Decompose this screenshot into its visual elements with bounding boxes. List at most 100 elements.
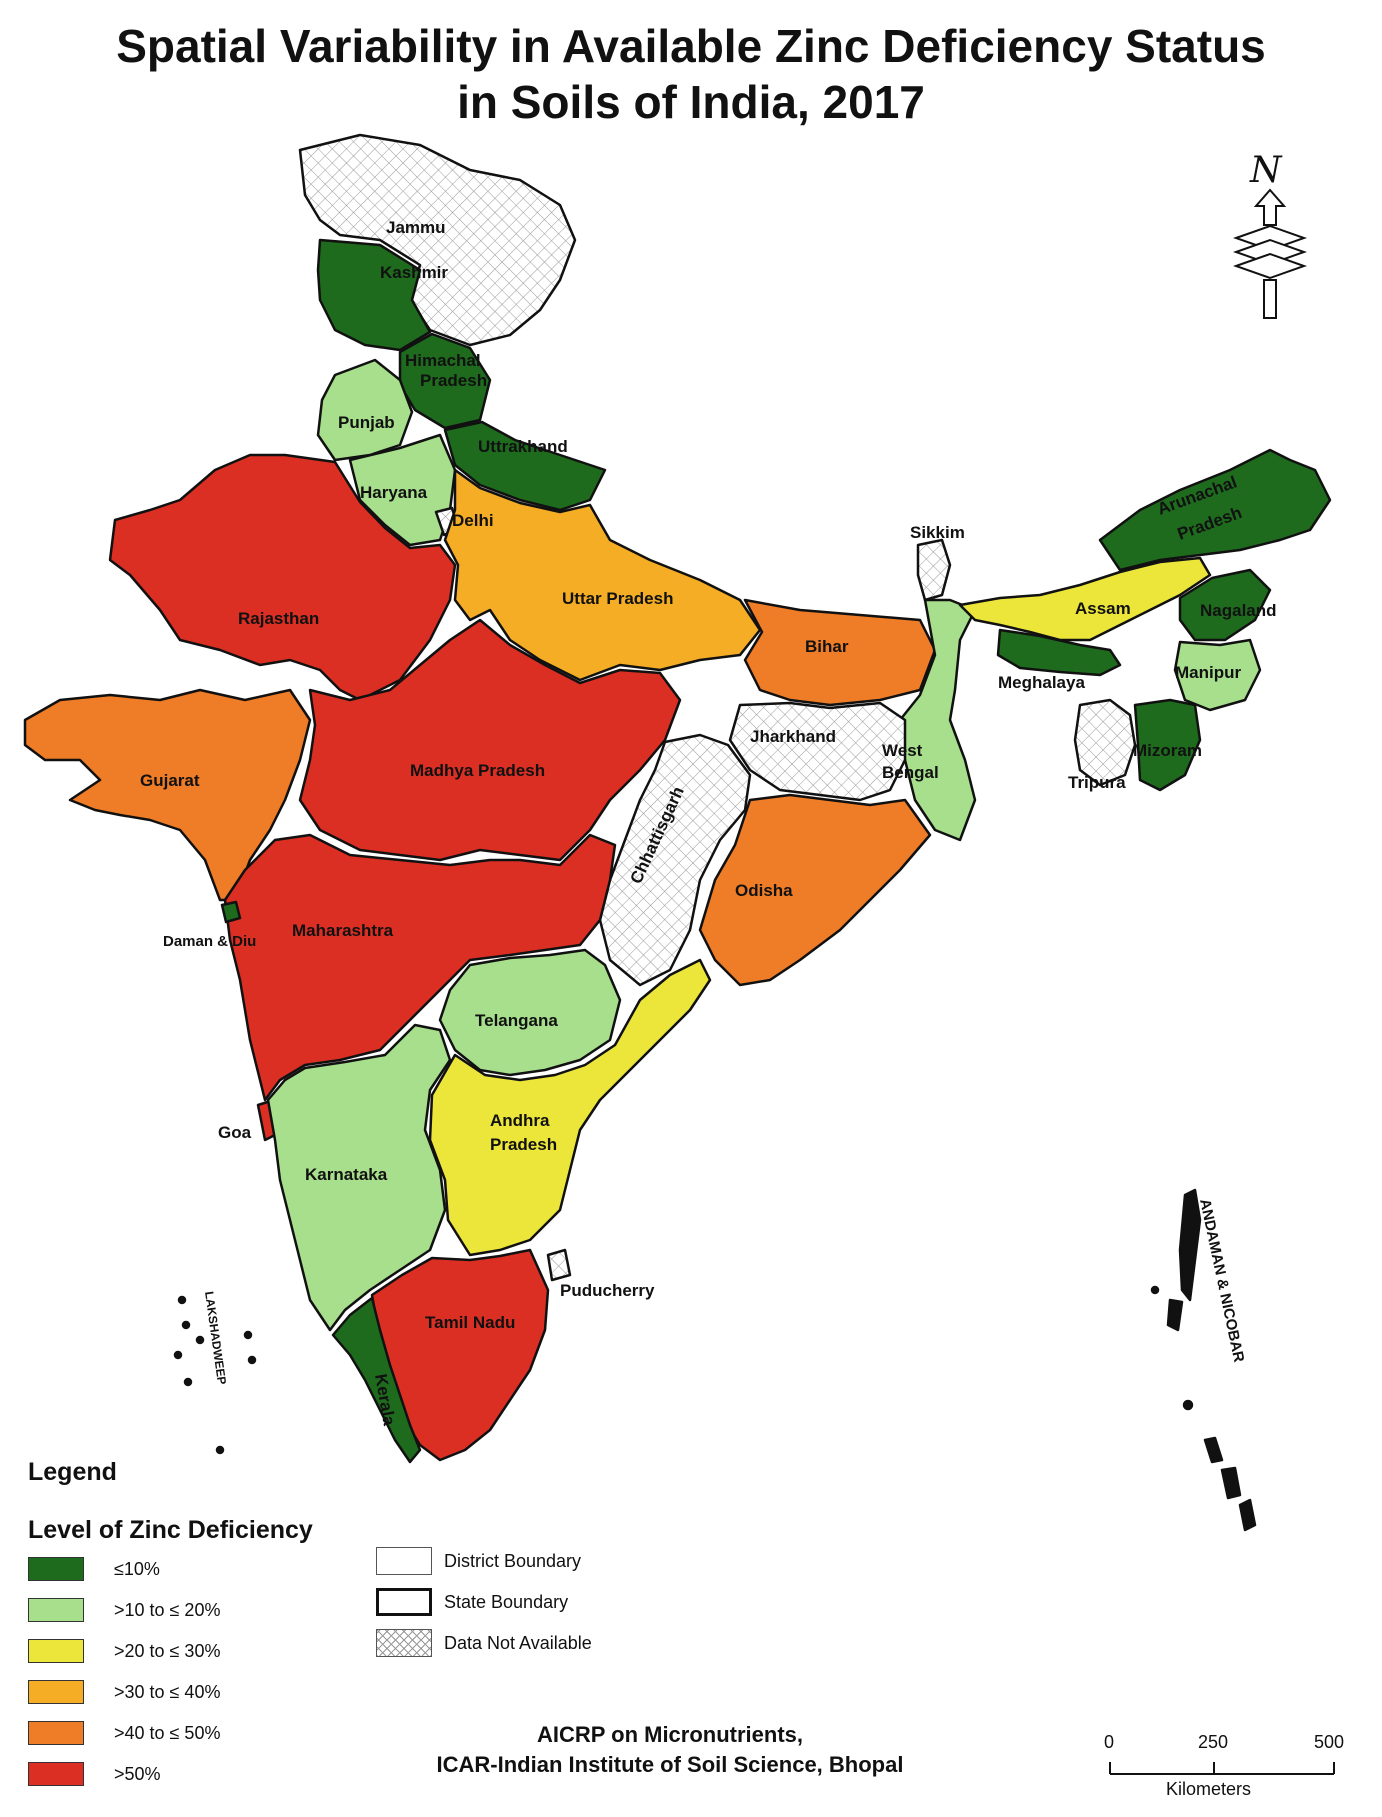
- region-meghalaya: [996, 628, 1122, 677]
- region-punjab: [316, 358, 414, 462]
- label-karnataka: Karnataka: [305, 1165, 388, 1184]
- region-maharashtra: [223, 833, 617, 1102]
- label-delhi: Delhi: [452, 511, 494, 530]
- label-assam: Assam: [1075, 599, 1131, 618]
- label-damandiu: Daman & Diu: [163, 933, 256, 950]
- region-tripura: [1073, 698, 1137, 787]
- label-jharkhand: Jharkhand: [750, 727, 836, 746]
- label-haryana: Haryana: [360, 483, 428, 502]
- region-rajasthan: [108, 453, 457, 702]
- label-himachal-1: Himachal: [405, 351, 481, 370]
- credit-line-1: AICRP on Micronutrients,: [536, 1722, 804, 1747]
- scale-bar: 0 250 500 Kilometers: [1104, 1732, 1344, 1799]
- data-not-available-swatch: [376, 1629, 432, 1657]
- north-arrow-icon: N: [1232, 150, 1308, 319]
- north-label: N: [1249, 150, 1283, 191]
- legend-subtitle: Level of Zinc Deficiency: [28, 1516, 313, 1544]
- region-mp: [298, 618, 682, 862]
- label-telangana: Telangana: [475, 1011, 558, 1030]
- map-title: Spatial Variability in Available Zinc De…: [0, 18, 1382, 130]
- region-puducherry: [546, 1248, 572, 1282]
- region-kashmir: [316, 238, 432, 352]
- region-arunachal: [1098, 448, 1332, 572]
- region-mizoram: [1133, 698, 1202, 792]
- district-boundary-label: District Boundary: [444, 1550, 582, 1571]
- legend-swatch: [28, 1598, 84, 1622]
- label-mizoram: Mizoram: [1133, 741, 1202, 760]
- legend-label: >40 to ≤ 50%: [114, 1722, 221, 1743]
- scale-tick-250: 250: [1198, 1732, 1228, 1752]
- label-meghalaya: Meghalaya: [998, 673, 1085, 692]
- label-rajasthan: Rajasthan: [238, 609, 319, 628]
- label-tripura: Tripura: [1068, 773, 1126, 792]
- region-nagaland: [1178, 568, 1272, 642]
- region-manipur: [1173, 638, 1262, 712]
- legend-data-not-available: Data Not Available: [376, 1628, 592, 1658]
- legend-swatch: [28, 1762, 84, 1786]
- label-himachal-2: Pradesh: [420, 371, 487, 390]
- label-gujarat: Gujarat: [140, 771, 200, 790]
- legend-district-boundary: District Boundary: [376, 1546, 581, 1576]
- legend-item-gt20-le30: >20 to ≤ 30%: [28, 1638, 220, 1664]
- label-andhra-2: Pradesh: [490, 1135, 557, 1154]
- label-odisha: Odisha: [735, 881, 793, 900]
- legend-item-le10: ≤10%: [28, 1556, 160, 1582]
- credit: AICRP on Micronutrients, ICAR-Indian Ins…: [360, 1720, 980, 1780]
- region-uttrakhand: [443, 420, 607, 512]
- legend-item-gt40-le50: >40 to ≤ 50%: [28, 1720, 220, 1746]
- label-up: Uttar Pradesh: [562, 589, 673, 608]
- legend-item-gt10-le20: >10 to ≤ 20%: [28, 1597, 220, 1623]
- region-up: [443, 468, 762, 682]
- region-chhattisgarh: [598, 733, 752, 987]
- label-punjab: Punjab: [338, 413, 395, 432]
- region-wb: [898, 598, 977, 842]
- scale-unit: Kilometers: [1166, 1779, 1251, 1799]
- label-nagaland: Nagaland: [1200, 601, 1277, 620]
- state-labels: Jammu Kashmir Himachal Pradesh Punjab Ut…: [140, 218, 1277, 1427]
- legend-label: >30 to ≤ 40%: [114, 1681, 221, 1702]
- legend-label: >10 to ≤ 20%: [114, 1599, 221, 1620]
- label-mp: Madhya Pradesh: [410, 761, 545, 780]
- scale-tick-0: 0: [1104, 1732, 1114, 1752]
- region-lakshadweep: [173, 1295, 257, 1455]
- legend-item-gt30-le40: >30 to ≤ 40%: [28, 1679, 220, 1705]
- state-boundary-swatch: [376, 1588, 432, 1616]
- legend-swatch: [28, 1680, 84, 1704]
- credit-line-2: ICAR-Indian Institute of Soil Science, B…: [436, 1752, 904, 1777]
- label-uttrakhand: Uttrakhand: [478, 437, 568, 456]
- title-line-2: in Soils of India, 2017: [457, 76, 925, 128]
- region-odisha: [698, 793, 932, 987]
- region-bihar: [743, 598, 937, 707]
- region-andaman: [1150, 1188, 1257, 1532]
- legend-title: Legend: [28, 1458, 117, 1486]
- legend-state-boundary: State Boundary: [376, 1587, 568, 1617]
- legend-item-gt50: >50%: [28, 1761, 161, 1787]
- region-jammu: [298, 133, 577, 347]
- legend-label: >50%: [114, 1763, 161, 1784]
- label-jammu: Jammu: [386, 218, 446, 237]
- label-puducherry: Puducherry: [560, 1281, 655, 1300]
- label-andhra-1: Andhra: [490, 1111, 550, 1130]
- scale-tick-500: 500: [1314, 1732, 1344, 1752]
- legend-swatch: [28, 1557, 84, 1581]
- region-jharkhand: [728, 701, 907, 802]
- region-assam: [958, 556, 1212, 642]
- label-lakshadweep: LAKSHADWEEP: [202, 1290, 229, 1385]
- region-telangana: [438, 948, 622, 1077]
- region-kerala: [331, 1296, 422, 1464]
- title-line-1: Spatial Variability in Available Zinc De…: [116, 20, 1266, 72]
- label-andaman: ANDAMAN & NICOBAR: [1196, 1197, 1247, 1364]
- label-goa: Goa: [218, 1123, 252, 1142]
- label-maharashtra: Maharashtra: [292, 921, 394, 940]
- legend-label: ≤10%: [114, 1558, 160, 1579]
- region-karnataka: [266, 1023, 452, 1332]
- label-bihar: Bihar: [805, 637, 849, 656]
- label-manipur: Manipur: [1175, 663, 1241, 682]
- label-tamilnadu: Tamil Nadu: [425, 1313, 515, 1332]
- data-not-available-label: Data Not Available: [444, 1632, 592, 1653]
- label-sikkim: Sikkim: [910, 523, 965, 542]
- label-westbengal-1: West: [882, 741, 923, 760]
- state-boundary-label: State Boundary: [444, 1591, 569, 1612]
- region-andhra: [428, 958, 712, 1257]
